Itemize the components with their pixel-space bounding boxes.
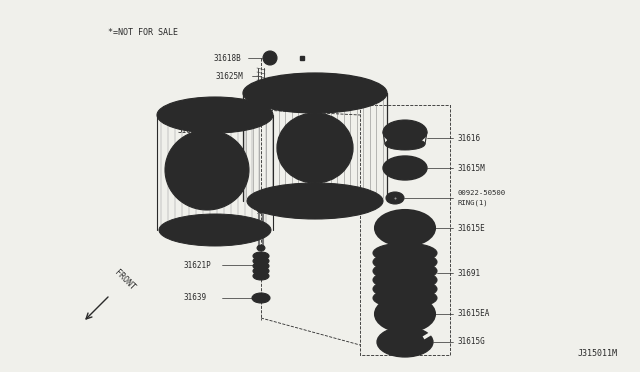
Ellipse shape xyxy=(375,296,435,332)
Text: 31691: 31691 xyxy=(457,269,480,278)
Ellipse shape xyxy=(277,113,353,183)
Text: *=NOT FOR SALE: *=NOT FOR SALE xyxy=(108,28,178,37)
Ellipse shape xyxy=(263,51,277,65)
Text: 31639: 31639 xyxy=(184,294,207,302)
Ellipse shape xyxy=(387,266,423,276)
Ellipse shape xyxy=(253,252,269,260)
Ellipse shape xyxy=(253,257,269,265)
Ellipse shape xyxy=(257,295,265,301)
Ellipse shape xyxy=(377,327,433,357)
Text: 31615EA: 31615EA xyxy=(457,310,490,318)
Ellipse shape xyxy=(165,130,249,210)
Text: 31615E: 31615E xyxy=(457,224,484,232)
Text: 31630: 31630 xyxy=(178,125,201,135)
Ellipse shape xyxy=(157,97,273,133)
Ellipse shape xyxy=(383,156,427,180)
Ellipse shape xyxy=(253,267,269,275)
Ellipse shape xyxy=(387,275,423,285)
Text: J315011M: J315011M xyxy=(578,349,618,358)
Ellipse shape xyxy=(253,262,269,270)
Ellipse shape xyxy=(387,284,423,294)
Ellipse shape xyxy=(373,261,437,281)
Ellipse shape xyxy=(391,161,419,175)
Text: RING(1): RING(1) xyxy=(457,200,488,206)
Ellipse shape xyxy=(257,205,265,213)
Ellipse shape xyxy=(373,288,437,308)
Text: 31618: 31618 xyxy=(184,221,207,230)
Ellipse shape xyxy=(383,120,427,144)
Ellipse shape xyxy=(386,192,404,204)
Text: 31615G: 31615G xyxy=(457,337,484,346)
Ellipse shape xyxy=(387,248,423,258)
Ellipse shape xyxy=(387,257,423,267)
Text: 31625M: 31625M xyxy=(215,71,243,80)
Ellipse shape xyxy=(384,332,426,352)
Text: 31621P: 31621P xyxy=(184,260,212,269)
Text: 31615M: 31615M xyxy=(457,164,484,173)
Ellipse shape xyxy=(243,73,387,113)
Ellipse shape xyxy=(253,272,269,280)
Text: 00922-50500: 00922-50500 xyxy=(457,190,505,196)
Ellipse shape xyxy=(387,293,423,303)
Ellipse shape xyxy=(252,293,270,303)
Ellipse shape xyxy=(373,279,437,299)
Ellipse shape xyxy=(159,214,271,246)
Ellipse shape xyxy=(373,252,437,272)
Ellipse shape xyxy=(375,210,435,246)
Ellipse shape xyxy=(385,138,425,150)
Text: FRONT: FRONT xyxy=(113,268,137,292)
Text: 31618B: 31618B xyxy=(213,54,241,62)
Ellipse shape xyxy=(247,183,383,219)
Ellipse shape xyxy=(257,245,265,251)
Ellipse shape xyxy=(373,270,437,290)
Ellipse shape xyxy=(373,243,437,263)
Text: 31616: 31616 xyxy=(457,134,480,142)
